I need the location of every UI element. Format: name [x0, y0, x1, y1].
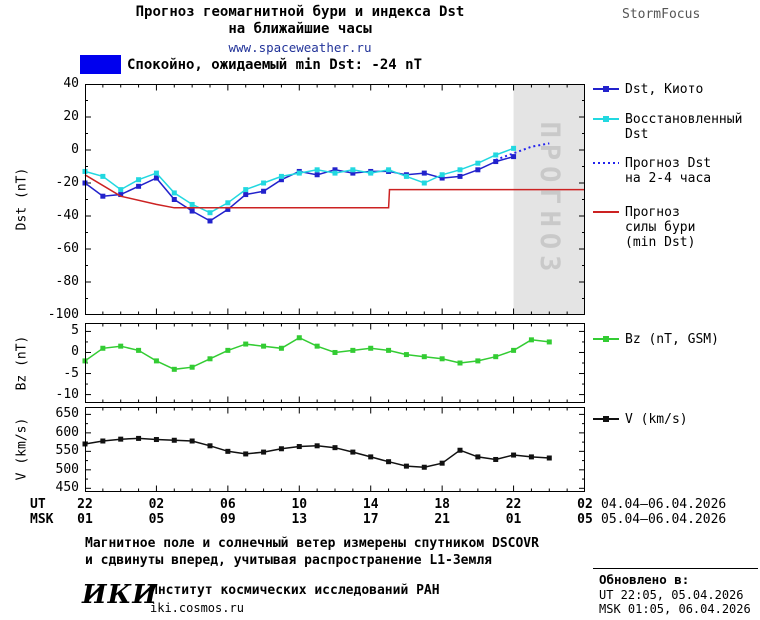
y-tick-label: -5 [63, 365, 79, 381]
legend-storm-forecast: Прогноз силы бури (min Dst) [593, 205, 695, 250]
chart-panel-3 [82, 407, 585, 492]
updated-msk: MSK 01:05, 06.04.2026 [599, 602, 751, 616]
bz-marker-icon [593, 333, 619, 349]
legend-dst-forecast: Прогноз Dst на 2-4 часа [593, 156, 711, 186]
y-tick-label: -20 [55, 175, 79, 190]
legend-v: V (km/s) [593, 412, 688, 429]
ut-tick-label: 10 [291, 497, 308, 512]
msk-tick-label: 21 [434, 512, 450, 527]
ut-tick-label: 18 [434, 497, 450, 512]
y-tick-label: -60 [55, 241, 79, 256]
legend-dst-restored: Восстановленный Dst [593, 112, 742, 142]
legend-v-label: V (km/s) [625, 412, 688, 427]
spaceweather-link[interactable]: www.spaceweather.ru [228, 40, 372, 55]
legend-storm-label2: силы бури [625, 220, 696, 235]
y-tick-label: -100 [47, 307, 79, 322]
y-tick-label: 0 [71, 344, 79, 360]
y-tick-label: -10 [55, 386, 79, 402]
v-axis-title: V (km/s) [14, 417, 30, 481]
y-tick-label: 0 [71, 142, 79, 157]
dscovr-note-line2: и сдвинуты вперед, учитывая распростране… [85, 553, 492, 568]
bz-axis-title: Bz (nT) [14, 335, 30, 391]
ut-tick-label: 22 [77, 497, 93, 512]
y-tick-label: 600 [55, 424, 79, 440]
ut-date-range: 04.04–06.04.2026 [601, 497, 727, 512]
legend-dst-kyoto: Dst, Киото [593, 82, 703, 99]
legend-storm-label3: (min Dst) [625, 235, 696, 250]
legend-bz: Bz (nT, GSM) [593, 332, 719, 349]
ut-tick-label: 06 [220, 497, 236, 512]
y-tick-label: 650 [55, 406, 79, 422]
y-tick-label: 450 [55, 480, 79, 496]
page-title-line2: на ближайшие часы [228, 21, 372, 37]
msk-tick-label: 05 [148, 512, 165, 527]
page-title-line1: Прогноз геомагнитной бури и индекса Dst [135, 4, 465, 20]
y-tick-label: 20 [63, 109, 79, 124]
msk-row-label: MSK [30, 512, 54, 527]
dscovr-note-line1: Магнитное поле и солнечный ветер измерен… [85, 536, 539, 551]
msk-date-range: 05.04–06.04.2026 [601, 512, 727, 527]
footer-divider [593, 568, 758, 569]
dst-forecast-marker-icon [593, 157, 619, 173]
msk-tick-label: 01 [77, 512, 93, 527]
chart-panel-1: ПРОГНОЗ [82, 84, 585, 315]
dst-restored-marker-icon [593, 113, 619, 129]
iki-logo: ИКИ [82, 580, 158, 610]
msk-tick-label: 13 [291, 512, 308, 527]
ut-tick-label: 02 [577, 497, 593, 512]
legend-dst-restored-label2: Dst [625, 127, 649, 142]
y-tick-label: -80 [55, 274, 79, 289]
legend-dst-forecast-label2: на 2-4 часа [625, 171, 712, 186]
ut-tick-label: 22 [505, 497, 522, 512]
dst-kyoto-marker-icon [593, 83, 619, 99]
y-tick-label: 40 [63, 76, 79, 91]
msk-tick-label: 01 [505, 512, 522, 527]
y-tick-label: 500 [55, 461, 79, 477]
legend-dst-forecast-label1: Прогноз Dst [625, 156, 712, 171]
chart-panel-2 [82, 323, 585, 403]
ut-tick-label: 02 [148, 497, 165, 512]
y-tick-label: 5 [71, 323, 79, 339]
header: Прогноз геомагнитной бури и индекса Dst … [80, 4, 520, 55]
institute-name: Институт космических исследований РАН [150, 583, 440, 598]
storm-forecast-marker-icon [593, 206, 619, 222]
y-tick-label: -40 [55, 208, 79, 223]
legend-dst-kyoto-label: Dst, Киото [625, 82, 704, 97]
legend-dst-restored-label1: Восстановленный [625, 112, 743, 127]
iki-site-link[interactable]: iki.cosmos.ru [150, 601, 244, 615]
ut-tick-label: 14 [362, 497, 379, 512]
svg-text:ПРОГНОЗ: ПРОГНОЗ [534, 122, 565, 278]
y-tick-label: 550 [55, 443, 79, 459]
v-marker-icon [593, 413, 619, 429]
msk-tick-label: 05 [577, 512, 593, 527]
storm-level-swatch [80, 55, 121, 74]
brand-label: StormFocus [622, 7, 701, 22]
storm-status-text: Спокойно, ожидаемый min Dst: -24 nT [127, 57, 423, 73]
dst-axis-title: Dst (nT) [14, 167, 30, 231]
legend-storm-label1: Прогноз [625, 205, 680, 220]
msk-tick-label: 17 [362, 512, 379, 527]
updated-ut: UT 22:05, 05.04.2026 [599, 588, 744, 602]
msk-tick-label: 09 [220, 512, 236, 527]
updated-label: Обновлено в: [599, 572, 690, 587]
legend-bz-label: Bz (nT, GSM) [625, 332, 719, 347]
ut-row-label: UT [30, 497, 46, 512]
